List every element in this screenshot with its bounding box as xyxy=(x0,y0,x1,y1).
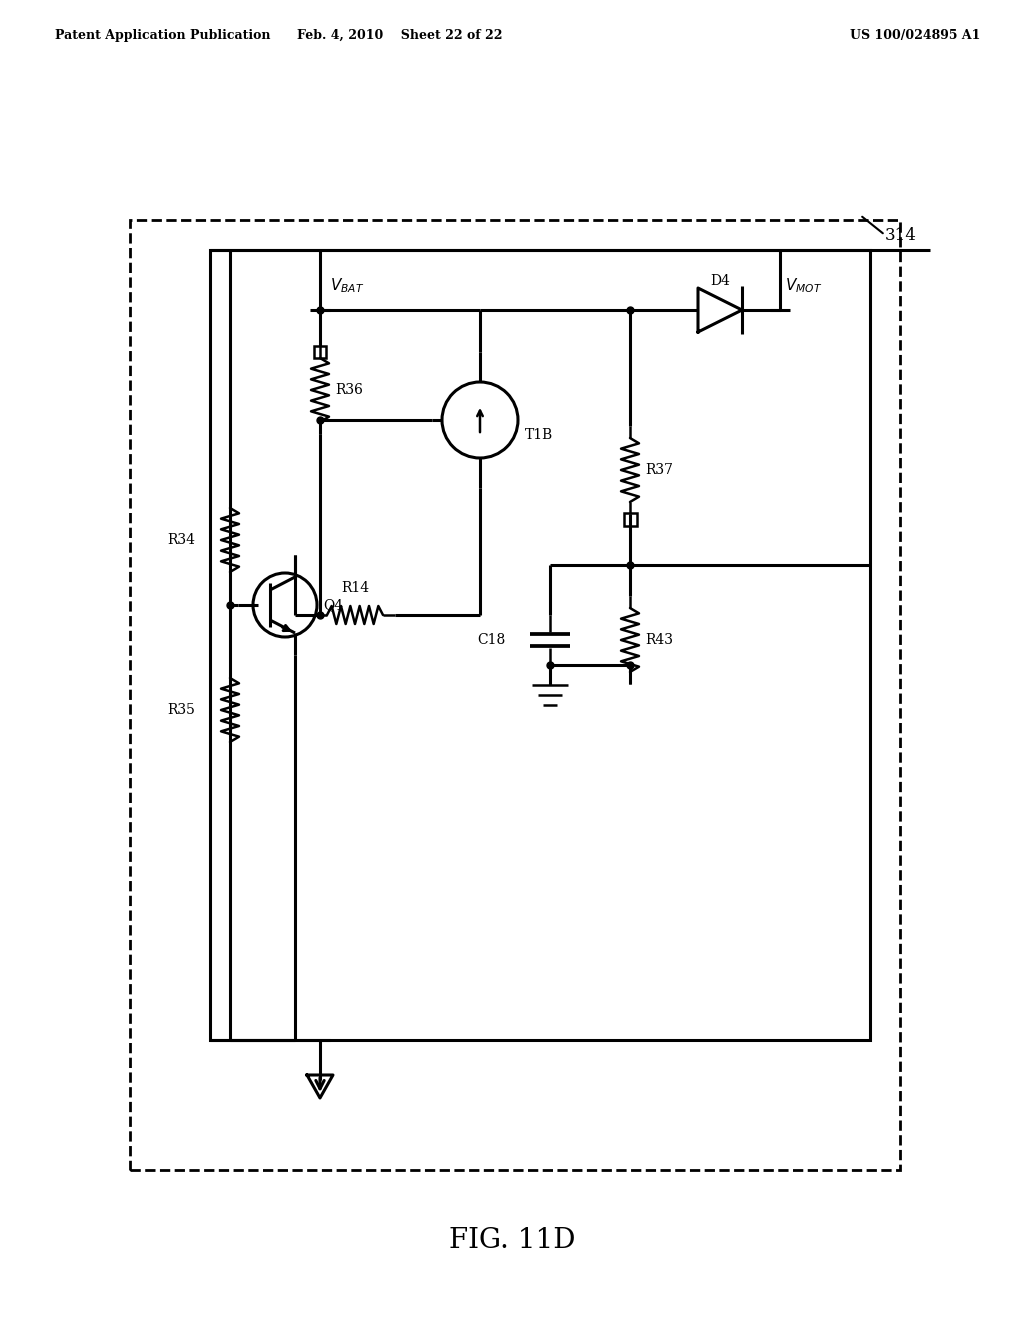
Bar xyxy=(210,249,870,1040)
Text: FIG. 11D: FIG. 11D xyxy=(449,1226,575,1254)
Text: $V_{BAT}$: $V_{BAT}$ xyxy=(330,276,365,294)
Text: R14: R14 xyxy=(341,581,369,595)
Text: 314: 314 xyxy=(885,227,916,243)
Text: C18: C18 xyxy=(477,634,505,647)
Text: T1B: T1B xyxy=(525,428,553,442)
Text: R35: R35 xyxy=(167,704,195,717)
Text: R34: R34 xyxy=(167,533,195,546)
Text: R37: R37 xyxy=(645,463,673,477)
Text: Patent Application Publication: Patent Application Publication xyxy=(55,29,270,41)
Text: $V_{MOT}$: $V_{MOT}$ xyxy=(785,276,822,294)
Text: D4: D4 xyxy=(710,275,730,288)
Text: R43: R43 xyxy=(645,634,673,647)
Text: Feb. 4, 2010    Sheet 22 of 22: Feb. 4, 2010 Sheet 22 of 22 xyxy=(297,29,503,41)
Text: Q4: Q4 xyxy=(323,598,343,612)
Bar xyxy=(314,346,326,358)
Text: US 100/024895 A1: US 100/024895 A1 xyxy=(850,29,980,41)
Text: R36: R36 xyxy=(335,383,362,397)
Bar xyxy=(130,220,900,1170)
Bar xyxy=(624,513,637,525)
